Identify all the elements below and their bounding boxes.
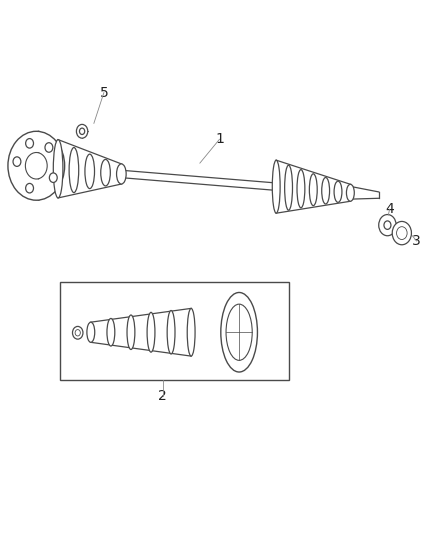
Ellipse shape [35,131,42,200]
Circle shape [378,215,395,236]
Ellipse shape [87,322,95,342]
Ellipse shape [116,164,126,184]
Circle shape [13,157,21,166]
Circle shape [45,143,53,152]
Circle shape [391,221,410,245]
Text: 4: 4 [385,202,393,216]
Ellipse shape [69,148,78,192]
Ellipse shape [220,293,257,372]
Circle shape [75,329,80,336]
Text: 1: 1 [215,132,223,146]
Ellipse shape [187,309,194,356]
Text: 5: 5 [99,86,108,100]
Text: 2: 2 [158,390,167,403]
Ellipse shape [333,181,341,203]
Circle shape [49,173,57,182]
Ellipse shape [284,165,292,210]
Circle shape [25,152,47,179]
Circle shape [396,227,406,239]
Ellipse shape [100,159,110,186]
Ellipse shape [309,174,317,206]
Ellipse shape [167,311,175,354]
Bar [60,282,289,381]
Ellipse shape [37,152,40,179]
Circle shape [79,128,85,134]
Ellipse shape [346,184,353,201]
Ellipse shape [272,160,279,213]
Ellipse shape [297,169,304,208]
Ellipse shape [85,154,94,189]
Ellipse shape [226,304,252,360]
Circle shape [25,183,33,193]
Circle shape [383,221,390,229]
Ellipse shape [53,140,63,198]
Circle shape [72,326,83,339]
Ellipse shape [321,177,329,204]
Circle shape [25,139,33,148]
Ellipse shape [127,315,134,350]
Text: 3: 3 [411,234,420,248]
Circle shape [76,124,88,138]
Ellipse shape [107,318,115,346]
Circle shape [8,131,64,200]
Ellipse shape [147,312,155,352]
